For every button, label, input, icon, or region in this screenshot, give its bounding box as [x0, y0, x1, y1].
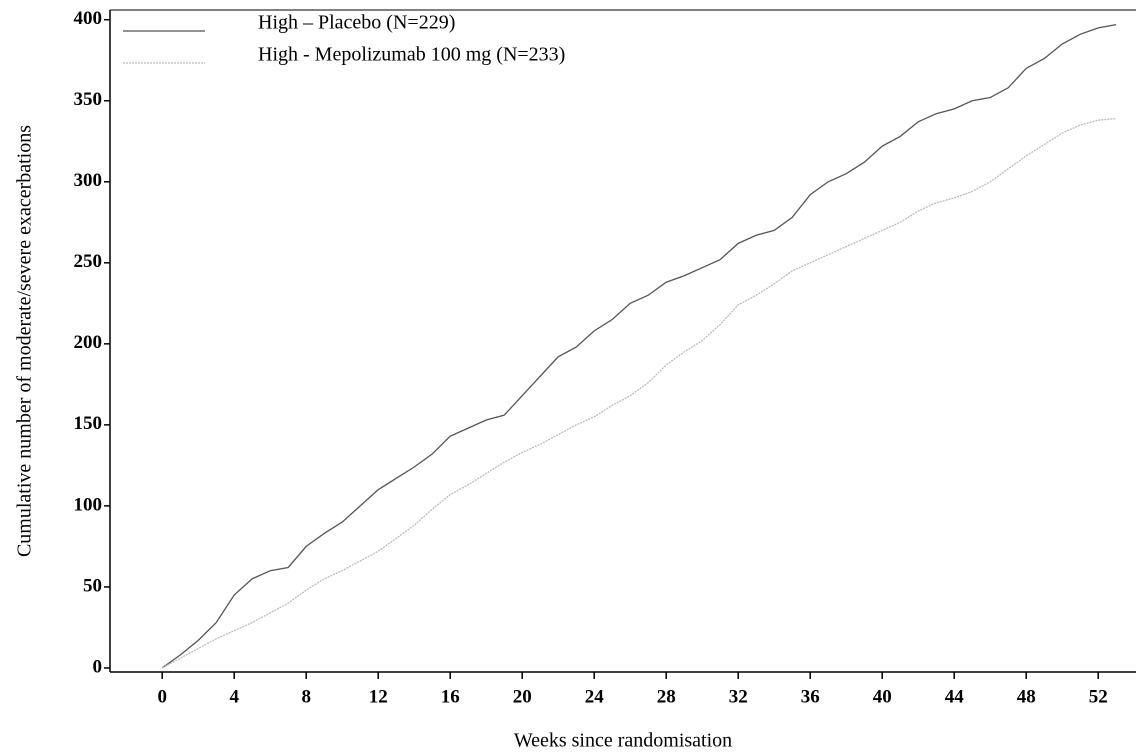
series-line [161, 117, 1117, 669]
x-axis-label: Weeks since randomisation [514, 730, 732, 752]
y-tick-label: 300 [74, 170, 103, 191]
x-tick-label: 28 [657, 686, 676, 707]
legend-label: High - Mepolizumab 100 mg (N=233) [258, 44, 565, 66]
y-tick-label: 400 [74, 8, 103, 29]
x-tick-label: 52 [1089, 686, 1108, 707]
y-tick-label: 200 [74, 332, 103, 353]
x-tick-label: 40 [873, 686, 892, 707]
x-tick-label: 20 [513, 686, 532, 707]
y-tick-label: 150 [74, 413, 103, 434]
y-tick-label: 350 [74, 89, 103, 110]
x-tick-label: 12 [369, 686, 388, 707]
x-tick-label: 24 [585, 686, 605, 707]
legend-label: High – Placebo (N=229) [258, 12, 455, 34]
x-tick-label: 44 [945, 686, 965, 707]
y-tick-label: 0 [93, 656, 103, 677]
y-tick-label: 250 [74, 251, 103, 272]
x-tick-label: 8 [301, 686, 311, 707]
x-tick-label: 0 [157, 686, 167, 707]
y-axis-label: Cumulative number of moderate/severe exa… [14, 125, 36, 557]
x-tick-label: 36 [801, 686, 820, 707]
x-tick-label: 16 [441, 686, 460, 707]
x-tick-label: 48 [1017, 686, 1036, 707]
y-tick-label: 100 [74, 494, 103, 515]
x-tick-label: 32 [729, 686, 748, 707]
series-line [161, 23, 1117, 669]
x-tick-label: 4 [229, 686, 239, 707]
y-tick-label: 50 [83, 575, 102, 596]
